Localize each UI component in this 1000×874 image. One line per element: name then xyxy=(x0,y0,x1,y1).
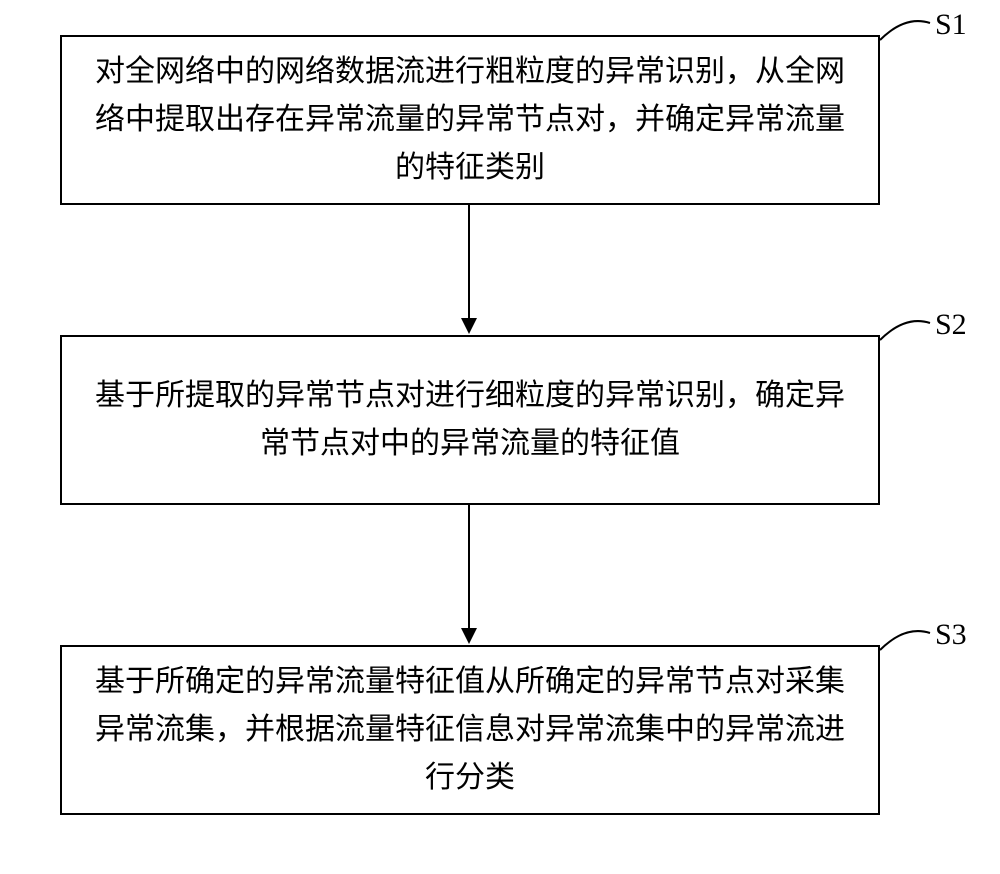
step-label-s1: S1 xyxy=(935,8,967,42)
step-text-s3: 基于所确定的异常流量特征值从所确定的异常节点对采集异常流集，并根据流量特征信息对… xyxy=(92,658,848,802)
step-box-s1: 对全网络中的网络数据流进行粗粒度的异常识别，从全网络中提取出存在异常流量的异常节… xyxy=(60,35,880,205)
step-text-s1: 对全网络中的网络数据流进行粗粒度的异常识别，从全网络中提取出存在异常流量的异常节… xyxy=(92,48,848,192)
arrow-line-1 xyxy=(468,205,470,320)
flowchart-container: 对全网络中的网络数据流进行粗粒度的异常识别，从全网络中提取出存在异常流量的异常节… xyxy=(0,0,1000,874)
arrow-line-2 xyxy=(468,505,470,630)
step-box-s2: 基于所提取的异常节点对进行细粒度的异常识别，确定异常节点对中的异常流量的特征值 xyxy=(60,335,880,505)
step-label-s2: S2 xyxy=(935,308,967,342)
step-box-s3: 基于所确定的异常流量特征值从所确定的异常节点对采集异常流集，并根据流量特征信息对… xyxy=(60,645,880,815)
step-label-s3: S3 xyxy=(935,618,967,652)
step-text-s2: 基于所提取的异常节点对进行细粒度的异常识别，确定异常节点对中的异常流量的特征值 xyxy=(92,372,848,468)
arrow-head-1 xyxy=(461,318,477,334)
arrow-head-2 xyxy=(461,628,477,644)
